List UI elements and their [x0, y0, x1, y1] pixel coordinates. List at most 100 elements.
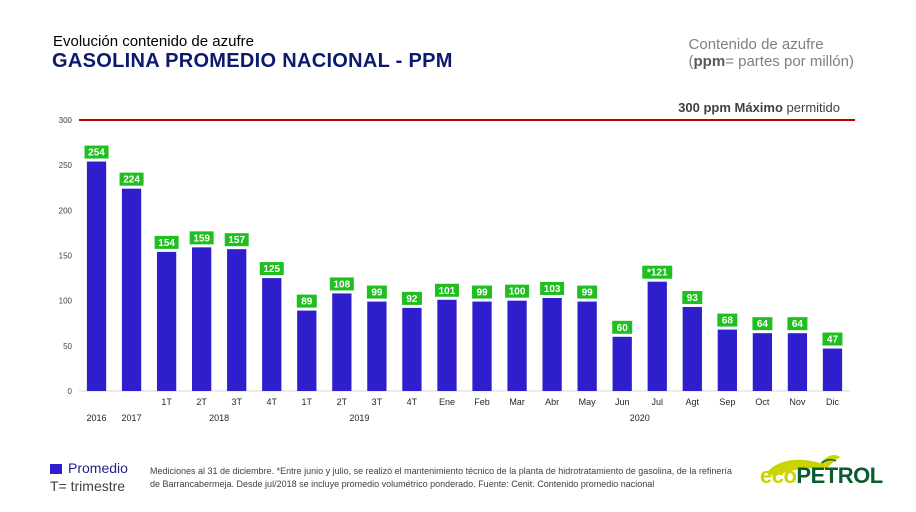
- data-label-bg: [472, 285, 493, 299]
- logo-wordmark: ecoPETROL: [760, 463, 883, 489]
- x-tick-label: 2T: [337, 397, 348, 407]
- x-tick-label: May: [579, 397, 597, 407]
- bar: [472, 301, 492, 391]
- x-tick-label: 4T: [407, 397, 418, 407]
- unit-open-paren: (: [688, 53, 694, 70]
- footnote: Mediciones al 31 de diciembre. *Entre ju…: [150, 466, 732, 489]
- legend-note: T= trimestre: [50, 478, 126, 494]
- bar: [297, 310, 317, 391]
- x-tick-label: Jun: [615, 397, 630, 407]
- y-tick-label: 50: [63, 342, 72, 351]
- data-label: *121: [647, 268, 668, 279]
- bar: [507, 300, 527, 391]
- x-tick-label: Nov: [789, 397, 806, 407]
- data-label-bg: [642, 265, 673, 279]
- data-label-bg: [329, 277, 354, 291]
- max-line-label-rest: permitido: [782, 100, 840, 115]
- data-label: 108: [333, 279, 350, 290]
- x-tick-label: 3T: [231, 397, 242, 407]
- x-group-label: 2019: [349, 413, 369, 423]
- data-label-bg: [224, 233, 249, 247]
- data-label-bg: [577, 285, 598, 299]
- data-label: 89: [301, 297, 313, 308]
- bar: [86, 161, 107, 391]
- x-tick-label: Oct: [755, 397, 770, 407]
- chart-title: GASOLINA PROMEDIO NACIONAL - PPM: [52, 50, 453, 72]
- y-tick-label: 200: [59, 206, 73, 215]
- data-label: 64: [757, 319, 769, 330]
- data-label-bg: [612, 320, 633, 334]
- data-label-bg: [752, 317, 773, 331]
- data-label-bg: [259, 262, 284, 276]
- bar: [577, 301, 597, 391]
- bar: [717, 329, 737, 391]
- unit-line1: Contenido de azufre: [688, 36, 824, 53]
- bar: [156, 251, 177, 391]
- unit-meaning: = partes por millón: [725, 53, 849, 70]
- data-label: 64: [792, 319, 804, 330]
- bar: [612, 336, 632, 391]
- x-tick-label: Feb: [474, 397, 490, 407]
- data-label-bg: [434, 283, 459, 297]
- logo-petrol: PETROL: [796, 463, 883, 488]
- data-label: 99: [371, 288, 383, 299]
- data-label: 93: [687, 293, 699, 304]
- x-tick-label: Dic: [826, 397, 839, 407]
- x-group-label: 2016: [87, 413, 107, 423]
- bar: [437, 299, 457, 391]
- x-tick-label: 4T: [266, 397, 277, 407]
- unit-abbrev: ppm: [693, 53, 726, 70]
- x-tick-label: Agt: [686, 397, 700, 407]
- unit-close-paren: ): [849, 53, 854, 70]
- data-label: 92: [406, 294, 418, 305]
- x-tick-label: Jul: [651, 397, 663, 407]
- max-line-label-bold: 300 ppm Máximo: [678, 100, 783, 115]
- y-tick-label: 100: [59, 297, 73, 306]
- data-label-bg: [401, 291, 422, 305]
- data-label-bg: [84, 145, 109, 159]
- data-label-bg: [682, 290, 703, 304]
- ecopetrol-logo: ecoPETROL: [760, 449, 883, 491]
- x-tick-label: Abr: [545, 397, 559, 407]
- bar: [647, 281, 667, 391]
- y-tick-label: 300: [59, 116, 73, 125]
- legend-label: Promedio: [68, 460, 128, 476]
- x-tick-label: 3T: [372, 397, 383, 407]
- data-label: 68: [722, 316, 734, 327]
- data-label-bg: [540, 281, 565, 295]
- data-label-bg: [717, 313, 738, 327]
- bar: [367, 301, 387, 391]
- data-label-bg: [366, 285, 387, 299]
- bar: [121, 188, 142, 391]
- bar: [192, 247, 212, 391]
- data-label-bg: [787, 317, 808, 331]
- y-tick-label: 250: [59, 161, 73, 170]
- data-label: 157: [228, 235, 245, 246]
- data-label-bg: [505, 284, 530, 298]
- data-label: 100: [509, 287, 526, 298]
- bar: [822, 348, 843, 391]
- data-label: 254: [88, 148, 105, 159]
- bar: [542, 297, 562, 391]
- x-tick-label: Mar: [509, 397, 525, 407]
- x-tick-label: 1T: [302, 397, 313, 407]
- data-label-bg: [296, 294, 317, 308]
- data-label: 101: [439, 286, 456, 297]
- bar: [682, 306, 702, 391]
- x-tick-label: 2T: [196, 397, 207, 407]
- legend-swatch: [50, 464, 62, 475]
- data-label-bg: [822, 332, 843, 346]
- y-tick-label: 0: [68, 387, 73, 396]
- data-label: 60: [617, 323, 629, 334]
- data-label-bg: [154, 235, 179, 249]
- x-tick-label: Sep: [719, 397, 735, 407]
- data-label: 99: [476, 288, 488, 299]
- x-group-label: 2017: [122, 413, 142, 423]
- bar: [262, 278, 282, 391]
- legend: Promedio T= trimestre: [50, 460, 128, 494]
- bar: [752, 333, 773, 391]
- data-label-bg: [189, 231, 214, 245]
- iguana-icon: [768, 455, 840, 477]
- data-label: 224: [123, 175, 140, 186]
